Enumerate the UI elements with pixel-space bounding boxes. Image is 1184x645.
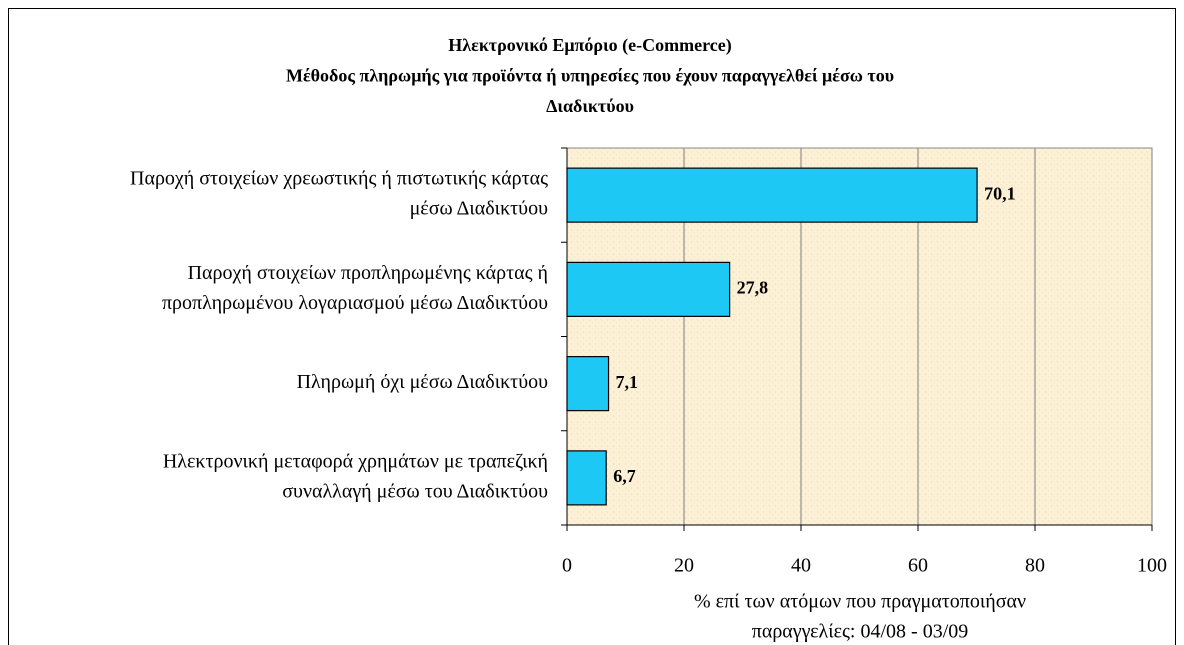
bar (566, 261, 731, 317)
bar (566, 356, 610, 412)
x-tick-label: 60 (908, 555, 928, 577)
x-tick-label: 20 (674, 555, 694, 577)
y-tick-label: συναλλαγή μέσω του Διαδικτύου (282, 480, 548, 502)
chart-title: Διαδικτύου (546, 96, 634, 116)
value-label: 70,1 (984, 183, 1016, 203)
x-axis-label: % επί των ατόμων που πραγματοποιήσαν (694, 591, 1026, 613)
value-label: 6,7 (613, 466, 636, 486)
x-tick-label: 80 (1025, 555, 1045, 577)
y-tick-label: προπληρωμένου λογαριασμού μέσω Διαδικτύο… (162, 292, 548, 314)
value-label: 7,1 (616, 372, 639, 392)
x-tick-label: 0 (562, 555, 572, 577)
y-tick-label: Ηλεκτρονική μεταφορά χρημάτων με τραπεζι… (163, 450, 548, 472)
x-axis-label: παραγγελίες: 04/08 - 03/09 (752, 621, 969, 643)
bar (566, 450, 607, 506)
y-tick-label: Παροχή στοιχείων χρεωστικής ή πιστωτικής… (130, 168, 548, 190)
chart-border (8, 8, 1176, 645)
chart-title: Μέθοδος πληρωμής για προϊόντα ή υπηρεσίε… (286, 66, 894, 86)
y-tick-label: μέσω Διαδικτύου (410, 198, 549, 220)
x-tick-label: 100 (1137, 555, 1167, 577)
bar (566, 167, 978, 223)
y-tick-label: Παροχή στοιχείων προπληρωμένης κάρτας ή (188, 262, 548, 284)
y-tick-label: Πληρωμή όχι μέσω Διαδικτύου (297, 371, 549, 393)
x-tick-label: 40 (791, 555, 811, 577)
value-label: 27,8 (737, 278, 769, 298)
chart-title: Ηλεκτρονικό Εμπόριο (e-Commerce) (448, 35, 731, 56)
